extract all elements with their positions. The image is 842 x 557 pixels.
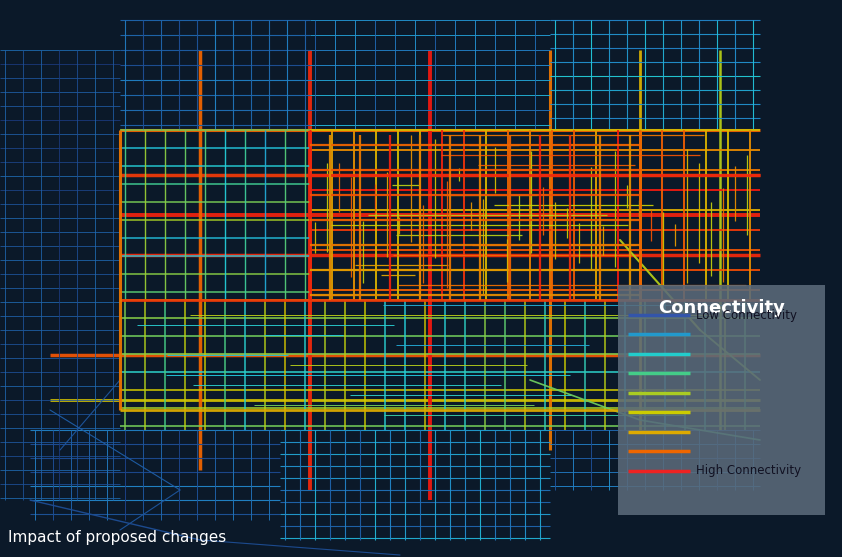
Text: High Connectivity: High Connectivity xyxy=(696,465,801,477)
Text: Low Connectivity: Low Connectivity xyxy=(696,309,797,321)
Text: Impact of proposed changes: Impact of proposed changes xyxy=(8,530,226,545)
Text: Connectivity: Connectivity xyxy=(658,299,785,317)
FancyBboxPatch shape xyxy=(618,285,825,515)
